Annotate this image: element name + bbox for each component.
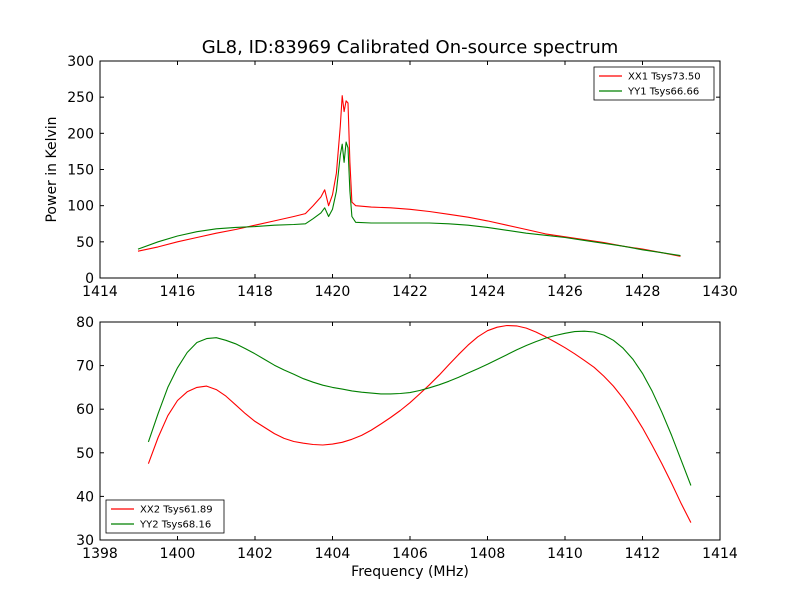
legend-label: XX2 Tsys61.89 — [140, 505, 213, 516]
x-tick-label: 1428 — [625, 284, 661, 300]
x-tick-label: 1414 — [702, 546, 738, 562]
x-tick-label: 1414 — [82, 284, 118, 300]
y-tick-label: 300 — [67, 54, 94, 70]
y-tick-label: 0 — [85, 271, 94, 287]
x-tick-label: 1408 — [470, 546, 506, 562]
x-tick-label: 1426 — [547, 284, 583, 300]
y-tick-label: 150 — [67, 163, 94, 179]
y-tick-label: 50 — [76, 235, 94, 251]
series-line-2-1 — [147, 324, 692, 523]
x-tick-label: 1402 — [237, 546, 273, 562]
series-line-2-2 — [147, 330, 692, 486]
x-tick-label: 1398 — [82, 546, 118, 562]
y-tick-label: 100 — [67, 199, 94, 215]
x-tick-label: 1418 — [237, 284, 273, 300]
x-tick-label: 1410 — [547, 546, 583, 562]
series-line-1-2 — [137, 141, 681, 257]
x-tick-label: 1400 — [160, 546, 196, 562]
x-tick-label: 1420 — [315, 284, 351, 300]
x-tick-label: 1430 — [702, 284, 738, 300]
legend-label: YY2 Tsys68.16 — [139, 520, 211, 531]
series-line-1-1 — [137, 95, 681, 257]
x-tick-label: 1424 — [470, 284, 506, 300]
y-tick-label: 50 — [76, 446, 94, 462]
y-axis-label: Power in Kelvin — [44, 116, 60, 222]
y-tick-label: 40 — [76, 489, 94, 505]
x-tick-label: 1422 — [392, 284, 428, 300]
legend-label: YY1 Tsys66.66 — [627, 87, 699, 98]
y-tick-label: 200 — [67, 126, 94, 142]
legend-box — [593, 66, 715, 101]
x-tick-label: 1404 — [315, 546, 351, 562]
y-tick-label: 80 — [76, 315, 94, 331]
y-tick-label: 60 — [76, 402, 94, 418]
x-axis-label: Frequency (MHz) — [351, 564, 469, 580]
y-tick-label: 250 — [67, 90, 94, 106]
y-tick-label: 70 — [76, 359, 94, 375]
x-tick-label: 1416 — [160, 284, 196, 300]
y-tick-label: 30 — [76, 533, 94, 549]
legend-label: XX1 Tsys73.50 — [628, 72, 701, 83]
x-tick-label: 1412 — [625, 546, 661, 562]
legend-box — [105, 499, 225, 534]
chart-title: GL8, ID:83969 Calibrated On-source spect… — [202, 37, 619, 58]
x-tick-label: 1406 — [392, 546, 428, 562]
